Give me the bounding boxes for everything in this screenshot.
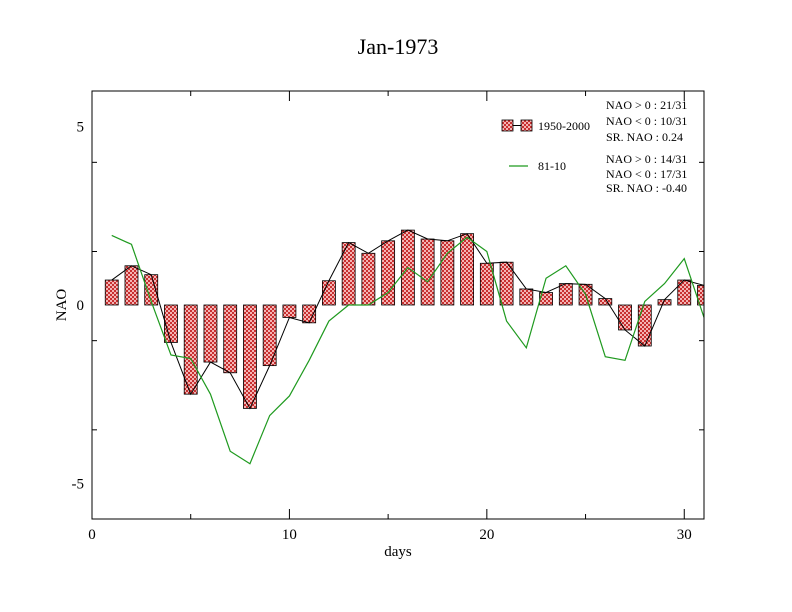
legend-stat-81-10-sr: SR. NAO : -0.40 bbox=[606, 181, 687, 195]
legend-stat-81-10-neg: NAO < 0 : 17/31 bbox=[606, 167, 687, 181]
y-axis-label: NAO bbox=[54, 289, 70, 322]
bar bbox=[637, 304, 652, 347]
plot-area bbox=[104, 229, 704, 465]
legend-swatch-1950-2000 bbox=[501, 119, 514, 132]
legend-stat-1950-2000-pos: NAO > 0 : 21/31 bbox=[606, 98, 687, 112]
legend: 1950-2000 NAO > 0 : 21/31 NAO < 0 : 10/3… bbox=[501, 98, 687, 195]
x-tick-label: 0 bbox=[88, 527, 96, 543]
bar bbox=[460, 233, 474, 306]
legend-label-1950-2000: 1950-2000 bbox=[538, 119, 590, 133]
bar bbox=[164, 304, 178, 343]
bar bbox=[697, 284, 704, 306]
legend-label-81-10: 81-10 bbox=[538, 159, 566, 173]
x-tick-label: 20 bbox=[479, 527, 494, 543]
legend-entry-1950-2000: 1950-2000 NAO > 0 : 21/31 NAO < 0 : 10/3… bbox=[501, 98, 687, 144]
x-tick-label: 10 bbox=[282, 527, 297, 543]
x-tick-label: 30 bbox=[677, 527, 692, 543]
bar bbox=[183, 304, 198, 395]
bar bbox=[558, 283, 573, 306]
legend-stat-1950-2000-sr: SR. NAO : 0.24 bbox=[606, 130, 683, 144]
bar bbox=[361, 252, 376, 306]
y-tick-label: 0 bbox=[77, 298, 85, 314]
chart-title: Jan-1973 bbox=[358, 34, 439, 59]
y-tick-label: 5 bbox=[77, 120, 85, 136]
bar bbox=[124, 265, 139, 306]
bar bbox=[440, 240, 455, 306]
bar bbox=[282, 304, 297, 318]
bar bbox=[519, 288, 534, 306]
axes: 0 10 20 30 -5 0 5 bbox=[72, 90, 705, 543]
bar bbox=[262, 304, 277, 367]
bar bbox=[598, 298, 613, 306]
y-tick-label: -5 bbox=[72, 476, 85, 492]
legend-stat-81-10-pos: NAO > 0 : 14/31 bbox=[606, 152, 687, 166]
bar bbox=[223, 304, 238, 374]
series-line-81-10 bbox=[111, 234, 704, 465]
bar bbox=[104, 279, 119, 306]
x-axis-label: days bbox=[384, 544, 412, 560]
legend-stat-1950-2000-neg: NAO < 0 : 10/31 bbox=[606, 114, 687, 128]
plot-clip-group bbox=[104, 229, 704, 465]
bar bbox=[203, 304, 218, 363]
bar bbox=[618, 304, 632, 331]
plot-frame bbox=[91, 90, 705, 520]
bar bbox=[420, 238, 435, 306]
bar bbox=[243, 304, 257, 409]
bar bbox=[677, 279, 692, 306]
bar bbox=[322, 280, 336, 306]
legend-entry-81-10: 81-10 NAO > 0 : 14/31 NAO < 0 : 17/31 SR… bbox=[509, 152, 687, 195]
series-line-1950-2000 bbox=[111, 229, 704, 410]
legend-swatch-1950-2000-b bbox=[520, 119, 533, 132]
